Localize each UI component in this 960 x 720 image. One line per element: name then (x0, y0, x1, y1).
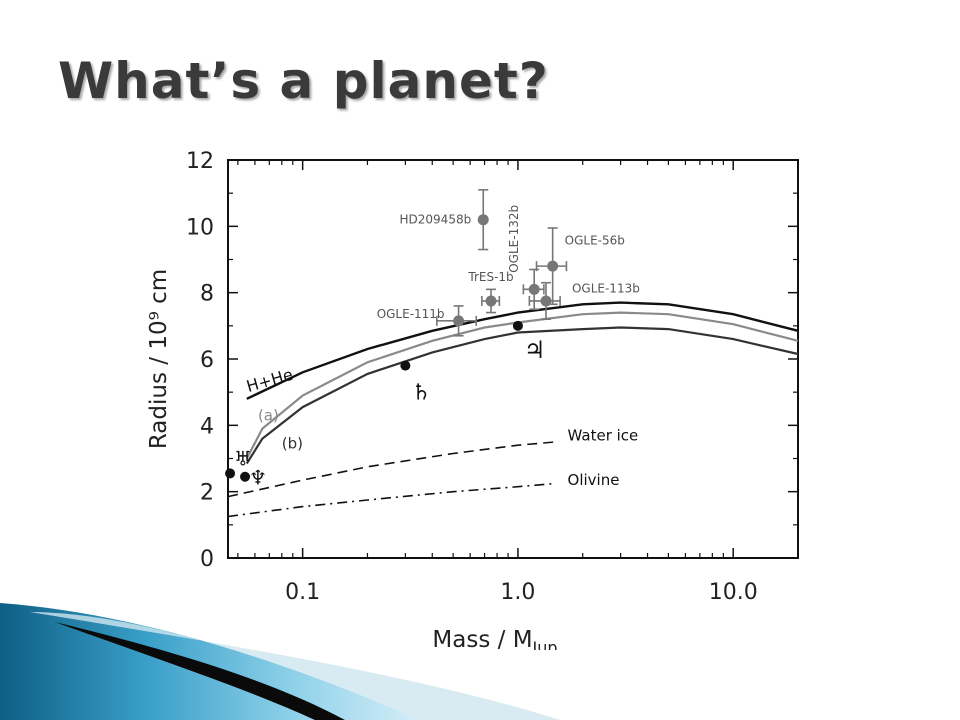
curve-label-water-ice: Water ice (568, 426, 639, 444)
exoplanet-point (453, 315, 465, 327)
y-tick-label: 8 (200, 282, 214, 307)
curve-label-b: (b) (282, 435, 303, 453)
x-tick-label: 1.0 (500, 580, 535, 605)
solar-planet-point (400, 360, 411, 371)
slide-title: What’s a planet? (58, 52, 549, 110)
exoplanet-point (540, 295, 552, 307)
exoplanet-label: OGLE-113b (572, 282, 640, 296)
y-tick-label: 10 (186, 215, 214, 240)
y-tick-label: 0 (200, 547, 214, 572)
solar-planet-point (512, 320, 523, 331)
exoplanet-point (547, 260, 559, 272)
y-tick-label: 4 (200, 414, 214, 439)
y-tick-label: 6 (200, 348, 214, 373)
plot-frame (227, 159, 799, 559)
curve-line (227, 482, 556, 518)
solar-planet-point (240, 471, 251, 482)
exoplanet-point (528, 283, 540, 295)
curve-line (246, 301, 799, 400)
curve-label-a: (a) (258, 406, 279, 424)
curve-line (245, 311, 799, 460)
curve-label-olivine: Olivine (568, 471, 620, 489)
exoplanet-point (477, 214, 489, 226)
exoplanet-label: OGLE-111b (377, 307, 445, 321)
radius-mass-chart: 0 2 4 6 8 10 12 0.1 1.0 10.0 Mass / MJup Radius / 1… (146, 149, 799, 650)
x-axis-label-subscript: Jup (532, 638, 558, 650)
x-tick-label: 0.1 (285, 580, 320, 605)
saturn-symbol: ♄ (411, 381, 431, 406)
exoplanet-point (485, 295, 497, 307)
solar-planet-point (225, 468, 236, 479)
exoplanet-label: TrES-1b (467, 270, 513, 284)
exoplanet-label: OGLE-132b (507, 205, 521, 273)
uranus-symbol: ♅ (234, 446, 252, 470)
exoplanet-label: OGLE-56b (565, 234, 625, 248)
x-tick-label: 10.0 (709, 580, 758, 605)
curve-line (245, 326, 799, 465)
jupiter-symbol: ♃ (524, 336, 546, 364)
y-tick-label: 2 (200, 481, 214, 506)
neptune-symbol: ♆ (249, 466, 267, 490)
y-tick-label: 12 (186, 149, 214, 174)
x-axis-label: Mass / MJup (432, 627, 557, 650)
y-axis-label: Radius / 10⁹ cm (146, 269, 172, 449)
exoplanet-label: HD209458b (400, 213, 472, 227)
curve-line (227, 441, 556, 498)
